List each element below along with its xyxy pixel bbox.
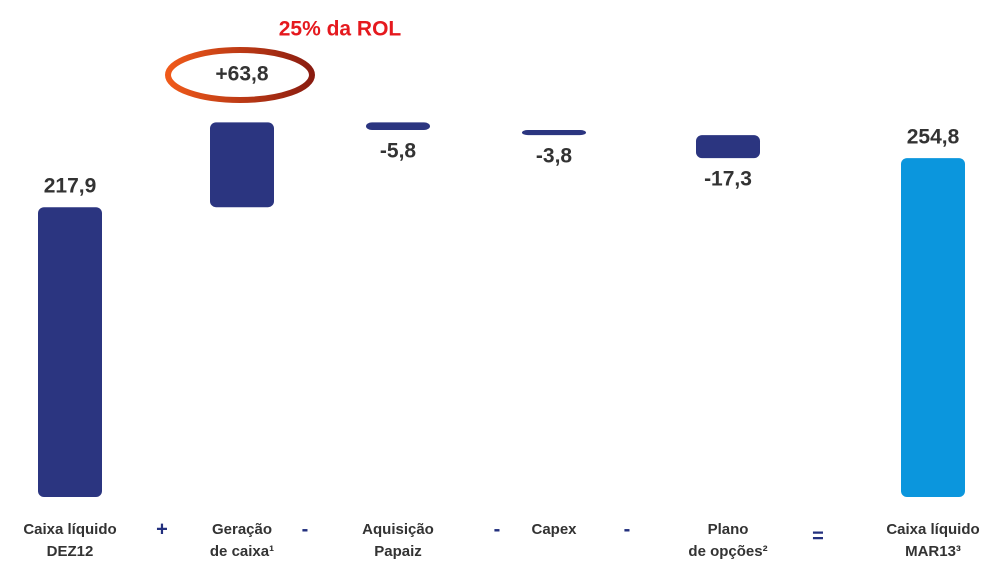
- x-tick-label: Geração de caixa¹: [210, 521, 274, 560]
- bar: [366, 122, 430, 131]
- value-label: -17,3: [704, 168, 752, 191]
- x-tick-label: Caixa líquido DEZ12: [23, 521, 116, 560]
- value-label: +63,8: [215, 63, 268, 86]
- value-label: -3,8: [536, 145, 573, 168]
- bar: [38, 207, 102, 497]
- highlight-ring: [165, 47, 315, 103]
- value-label: 217,9: [44, 175, 97, 198]
- annotation: 25% da ROL: [279, 18, 402, 41]
- value-label: 254,8: [907, 126, 960, 149]
- x-tick-label: Plano de opções²: [688, 521, 767, 560]
- value-label: -5,8: [380, 140, 417, 163]
- x-tick-label: Capex: [531, 521, 577, 538]
- bar: [210, 122, 274, 208]
- bar: [696, 135, 760, 159]
- operator: -: [494, 518, 501, 540]
- operator: +: [156, 518, 168, 540]
- operator: =: [812, 525, 824, 547]
- bar: [522, 130, 586, 136]
- x-tick-label: Aquisição Papaiz: [362, 521, 434, 560]
- x-tick-label: Caixa líquido MAR13³: [886, 521, 979, 560]
- bar: [901, 158, 965, 497]
- operator: -: [302, 518, 309, 540]
- operator: -: [624, 518, 631, 540]
